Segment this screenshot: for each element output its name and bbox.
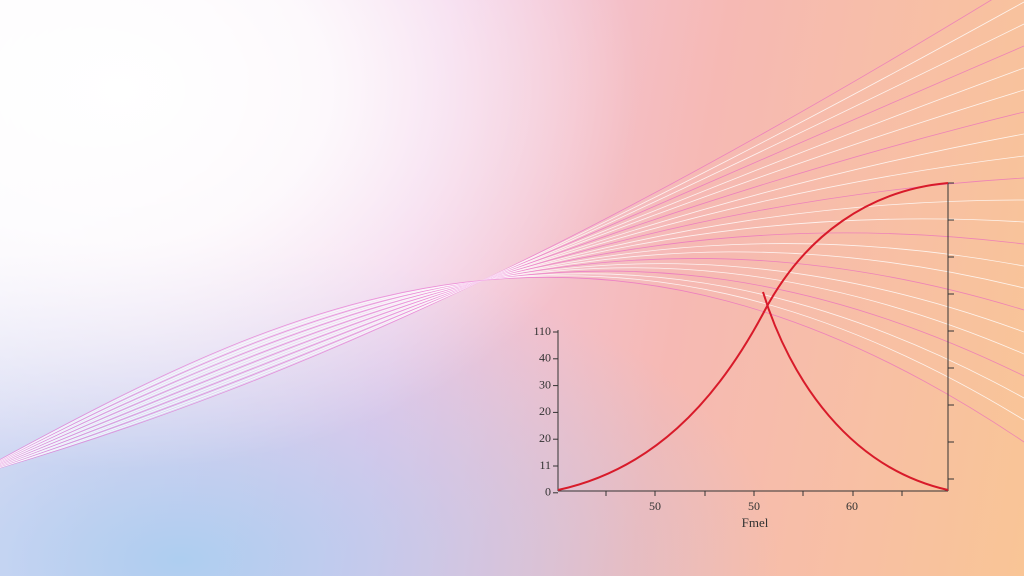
y-label: 40 bbox=[539, 351, 551, 365]
chart bbox=[553, 182, 954, 496]
x-label: 50 bbox=[649, 499, 661, 513]
y-label: 11 bbox=[539, 458, 551, 472]
fan-line bbox=[0, 276, 1024, 460]
y-label: 30 bbox=[539, 377, 551, 391]
y-label: 0 bbox=[545, 485, 551, 499]
fan-line bbox=[0, 177, 1024, 465]
fan-line bbox=[0, 273, 1024, 461]
y-label: 20 bbox=[539, 431, 551, 445]
fan-line bbox=[0, 133, 1024, 466]
falling-curve bbox=[762, 291, 949, 491]
fan-line bbox=[0, 270, 1024, 462]
x-label: 60 bbox=[846, 499, 858, 513]
fan-line bbox=[0, 263, 1024, 462]
fan-line bbox=[0, 251, 1024, 463]
decorative-lines bbox=[0, 0, 1024, 469]
fan-line bbox=[0, 267, 1024, 462]
x-title: Fmel bbox=[742, 515, 769, 530]
fan-line bbox=[0, 199, 1024, 465]
y-label: 110 bbox=[533, 324, 551, 338]
fan-line bbox=[0, 0, 992, 469]
fan-line bbox=[0, 218, 1024, 464]
rising-curve bbox=[557, 182, 949, 491]
fan-line bbox=[0, 275, 1024, 461]
fan-line bbox=[0, 23, 1024, 468]
x-label: 50 bbox=[748, 499, 760, 513]
y-label: 20 bbox=[539, 404, 551, 418]
fan-line bbox=[0, 258, 1024, 463]
ticks bbox=[553, 182, 954, 496]
